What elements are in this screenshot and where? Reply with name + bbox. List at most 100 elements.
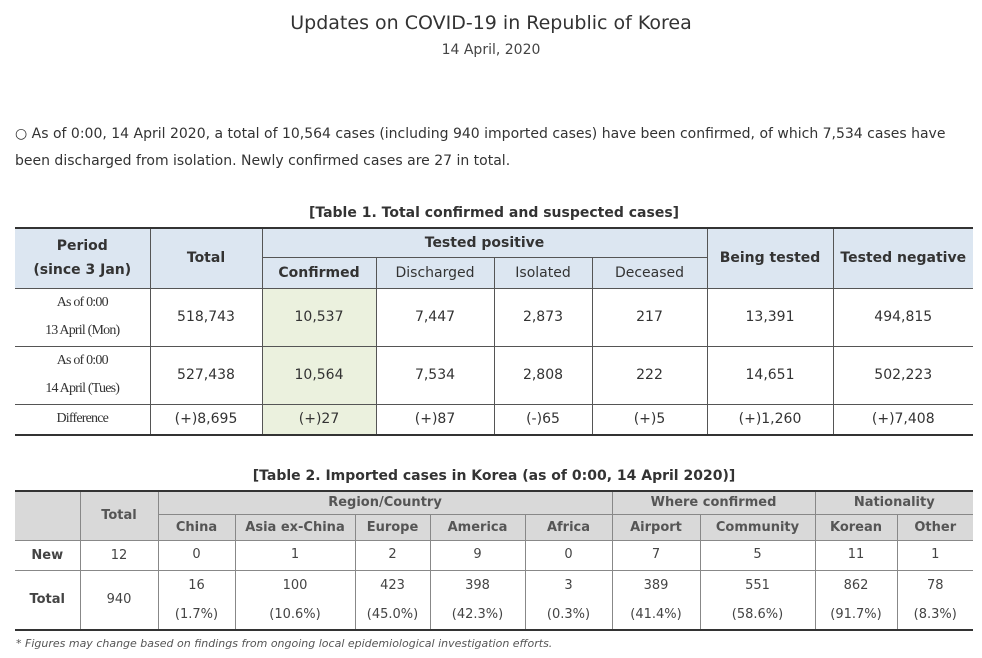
count: 5 [753,547,762,562]
header-cell: Total [149,227,263,289]
count: 3 [564,577,573,593]
table-cell: (+)7,408 [832,403,973,436]
header-cell: Being tested [706,227,834,289]
header-cell: America [429,513,526,541]
table-cell: 423 (45.0%) [354,569,431,631]
table-cell: 9 [429,539,526,571]
header-cell: Nationality [814,490,974,515]
header-cell: Tested positive [261,227,708,258]
table-cell: (+)87 [375,403,495,436]
row-label-cell: Total [15,569,81,631]
table-cell: (+)5 [591,403,708,436]
table-cell: 13,391 [706,287,834,347]
header-cell: Confirmed [262,256,377,289]
table-cell: 0 [524,539,613,571]
percent: (8.3%) [913,606,957,622]
header-cell: Discharged [375,256,495,289]
table-cell: 518,743 [149,287,263,347]
table-cell: 14,651 [706,345,834,405]
count: 862 [843,577,869,593]
row-label-cell: As of 0:00 13 April (Mon) [15,287,151,347]
percent: (1.7%) [174,606,219,622]
row-label: As of 0:00 [56,295,109,310]
table-cell: 2,873 [493,287,593,347]
header-cell: Region/Country [157,490,613,515]
table-cell: (-)65 [493,403,593,436]
count: 78 [926,577,944,593]
row-label-cell: New [15,539,81,571]
header-cell: Airport [611,513,701,541]
table-cell: 940 [79,569,159,631]
count: 16 [188,577,205,593]
header-text: (since 3 Jan) [33,262,132,279]
table-row: New 12 0 1 2 9 0 7 5 11 1 [15,539,974,571]
percent: (0.3%) [546,606,591,622]
table-cell: 2 [354,539,431,571]
table-cell: 10,537 [261,287,377,347]
count: 389 [643,577,669,593]
table-cell: 7,534 [375,345,495,405]
table-cell: 222 [591,345,708,405]
table-row: Difference (+)8,695 (+)27 (+)87 (-)65 (+)5 (+)… [15,403,973,436]
percent: (41.4%) [630,606,682,622]
table-cell: 502,223 [832,345,973,405]
table-cell: 862 (91.7%) [814,569,898,631]
header-cell: Where confirmed [611,490,816,515]
page-date: 14 April, 2020 [441,42,541,58]
table-cell: 10,564 [261,345,377,405]
percent: (10.6%) [269,606,321,622]
header-cell [15,490,81,541]
table-cell: 217 [591,287,708,347]
table-row: As of 0:00 14 April (Tues) 527,438 10,564 7,… [15,345,973,405]
table-title: [Table 2. Imported cases in Korea (as of… [252,468,736,484]
table-cell: (+)1,260 [706,403,834,436]
count: 398 [465,577,490,593]
count: 11 [847,547,865,562]
table-cell: 7,447 [375,287,495,347]
table-cell: 494,815 [832,287,973,347]
row-label: Difference [56,411,109,427]
table-cell: 11 [814,539,898,571]
count: 100 [282,577,308,593]
table-cell: (+)8,695 [149,403,263,436]
table-cell: 2,808 [493,345,593,405]
count: 423 [380,577,405,593]
table-title: [Table 1. Total confirmed and suspected … [308,205,680,221]
count: 2 [388,547,397,562]
row-label-cell: Difference [15,403,151,436]
header-cell: Other [896,513,974,541]
summary: ○ As of 0:00, 14 April 2020, a total of … [15,126,946,169]
page-title: Updates on COVID-19 in Republic of Korea [290,12,692,34]
table-cell: 3 (0.3%) [524,569,613,631]
row-label: As of 0:00 [56,353,109,368]
count: 0 [192,547,201,562]
header-cell: Isolated [493,256,593,289]
table-cell: (+)27 [261,403,377,436]
table-row: As of 0:00 13 April (Mon) 518,743 10,537 7,4… [15,287,973,347]
count: 9 [473,547,482,562]
table-cell: 7 [611,539,701,571]
table: Period (since 3 Jan) Total Tested positiv… [15,227,973,436]
row-label-cell: As of 0:00 14 April (Tues) [15,345,151,405]
footnote: * Figures may change based on findings f… [16,637,553,650]
percent: (58.6%) [731,606,784,622]
table-cell: 5 [699,539,816,571]
table-cell: 1 [234,539,356,571]
header-cell: Total [79,490,159,541]
header-cell: Korean [814,513,898,541]
header-cell: Africa [524,513,613,541]
table-cell: 1 [896,539,974,571]
header-cell: Period (since 3 Jan) [15,227,151,289]
count: 551 [745,577,770,593]
count: 1 [290,547,300,562]
header-cell: Asia ex-China [234,513,356,541]
table-cell: 12 [79,539,159,571]
table-row: Total 940 16 (1.7%) 100 (10.6%) 423 (45.0%) 398 (… [15,569,974,631]
header-cell: Community [699,513,816,541]
header-cell: China [158,513,236,541]
percent: (42.3%) [451,606,504,622]
header-cell: Tested negative [832,227,973,289]
header-text: Period [56,238,108,255]
table-cell: 0 [157,539,236,571]
